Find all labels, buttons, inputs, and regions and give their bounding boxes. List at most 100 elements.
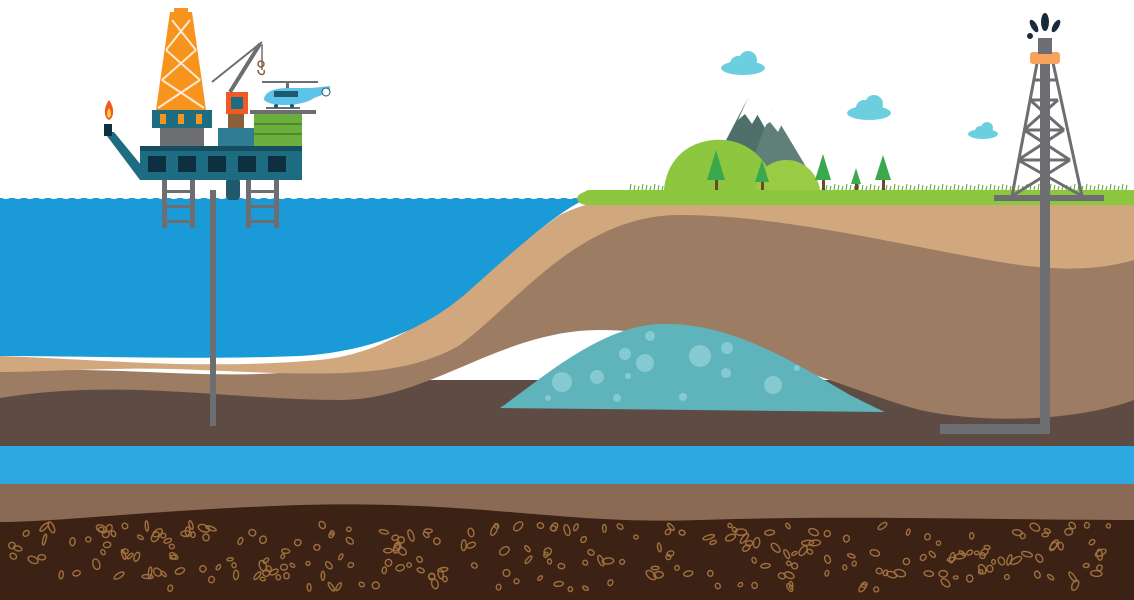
- pebble: [965, 549, 974, 556]
- pebble: [1068, 521, 1077, 530]
- pebble: [406, 562, 413, 568]
- wave-crest: [24, 191, 36, 199]
- wave-crest: [84, 191, 96, 199]
- pebble: [391, 534, 400, 541]
- pebble: [423, 528, 433, 534]
- pebble: [335, 582, 343, 592]
- pebble: [808, 527, 820, 537]
- pebble: [1041, 532, 1050, 538]
- pebble: [358, 581, 366, 588]
- tree-icon: [755, 160, 769, 190]
- pebble: [102, 541, 112, 549]
- pebble: [601, 557, 615, 565]
- pebble: [85, 536, 92, 543]
- grass-blade: [641, 183, 644, 191]
- wave-crest: [408, 191, 420, 199]
- wave-crest: [324, 191, 336, 199]
- grass-blade: [649, 185, 652, 191]
- pebble: [877, 521, 888, 531]
- wave-crest: [384, 191, 396, 199]
- pebble: [952, 575, 959, 580]
- pebble: [924, 533, 931, 541]
- pebble: [1082, 562, 1090, 569]
- pebble: [91, 558, 101, 571]
- derrick-base: [994, 195, 1104, 201]
- grass-blade: [1081, 185, 1084, 191]
- pebble: [306, 582, 312, 592]
- pebble: [101, 530, 110, 539]
- pebble: [259, 576, 267, 582]
- pebble: [136, 534, 144, 541]
- grass-blade: [985, 185, 988, 191]
- grass-blade: [905, 183, 908, 191]
- grass-blade: [637, 185, 640, 191]
- wave-crest: [36, 191, 48, 199]
- pebble: [846, 553, 856, 559]
- pebble: [751, 556, 757, 564]
- pebble: [281, 548, 291, 555]
- pebble: [215, 563, 222, 571]
- grass-blade: [901, 185, 904, 191]
- grass-blade: [1009, 185, 1012, 191]
- wave-crest: [396, 191, 408, 199]
- grass-blade: [1073, 183, 1076, 191]
- wave-crest: [528, 191, 540, 199]
- grass-blade: [1017, 184, 1020, 191]
- pebble: [328, 531, 335, 539]
- pebble: [1088, 538, 1096, 546]
- pebble: [327, 581, 336, 592]
- pebble: [22, 529, 30, 537]
- pebble: [977, 563, 987, 575]
- wave-crest: [504, 191, 516, 199]
- pebble: [95, 524, 108, 534]
- pebble: [345, 536, 355, 545]
- grass-blade: [633, 184, 636, 191]
- pebble: [990, 558, 997, 565]
- wave-crest: [348, 191, 360, 199]
- pebble: [739, 533, 750, 544]
- pebble: [416, 555, 423, 563]
- pebble: [160, 570, 167, 578]
- pebble: [587, 548, 595, 556]
- pebble: [727, 522, 733, 529]
- grass-blade: [937, 185, 940, 191]
- pebble: [875, 567, 883, 575]
- mid-rock-layer: [0, 209, 1134, 419]
- pebble: [923, 570, 935, 578]
- grass-blade: [997, 185, 1000, 191]
- pebble: [97, 526, 105, 533]
- pebble: [664, 528, 672, 536]
- pebble: [790, 562, 799, 570]
- pebble: [940, 577, 951, 588]
- pebble: [262, 557, 270, 564]
- pebble: [237, 536, 244, 546]
- pebble: [337, 553, 344, 561]
- pebble: [197, 523, 211, 533]
- grass-blade: [829, 185, 832, 191]
- grass-blade: [913, 185, 916, 191]
- grass-blade: [1125, 184, 1128, 191]
- pebble: [293, 538, 302, 547]
- pebble: [437, 568, 444, 580]
- pebble: [557, 562, 566, 570]
- pebble: [770, 542, 781, 554]
- grass-blade: [1097, 183, 1100, 191]
- tree-icon: [875, 155, 891, 190]
- grass-blade: [1049, 183, 1052, 191]
- pebble: [248, 528, 257, 537]
- grass-blade: [1053, 184, 1056, 191]
- pebble: [653, 570, 664, 579]
- pebble: [69, 537, 76, 547]
- pebble: [320, 570, 326, 582]
- pebble: [120, 549, 127, 560]
- pebble: [502, 568, 511, 578]
- grass-blade: [857, 183, 860, 191]
- sea: [0, 198, 588, 358]
- pebble: [645, 569, 657, 581]
- pebble: [1020, 550, 1034, 558]
- pebble: [786, 582, 794, 593]
- pebble: [1105, 523, 1112, 529]
- grass-blade: [645, 184, 648, 191]
